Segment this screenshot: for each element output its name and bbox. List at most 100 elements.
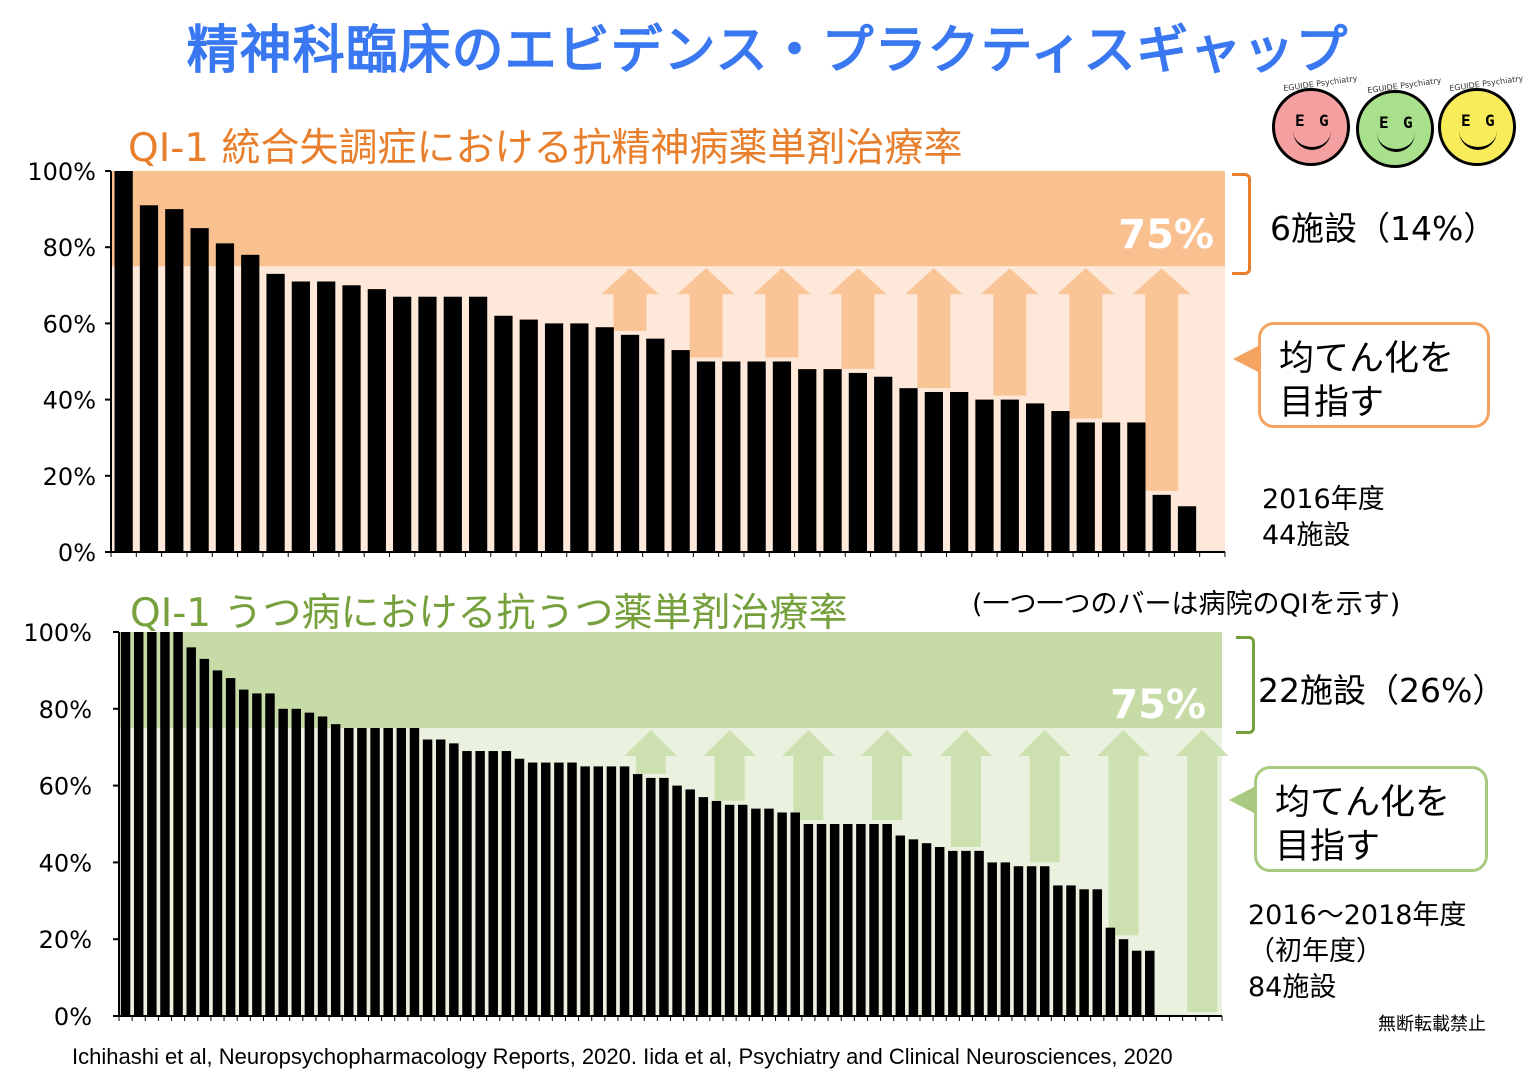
chart1-bar <box>519 319 538 552</box>
logo-letter-g: G <box>1485 111 1495 130</box>
chart2-callout-pointer <box>1229 786 1256 814</box>
chart2-years: 2016〜2018年度 <box>1248 900 1467 931</box>
chart2-bar <box>646 777 656 1016</box>
chart2-target-band <box>119 632 1222 728</box>
chart1-threshold-label: 75% <box>1118 212 1214 258</box>
chart2-bar <box>133 632 144 1016</box>
callout-line1: 均てん化を <box>1275 783 1451 823</box>
logo-letter-e: E <box>1295 111 1305 130</box>
up-arrow-icon <box>1018 730 1071 863</box>
chart2-bar <box>829 824 840 1016</box>
chart1-bar <box>1051 411 1070 552</box>
chart2-bar <box>1013 866 1024 1016</box>
chart2-bar <box>1066 885 1076 1016</box>
up-arrow-icon <box>601 268 659 331</box>
chart2-bar <box>843 824 853 1016</box>
chart2-bar <box>541 762 551 1016</box>
smile-icon <box>1377 133 1415 152</box>
chart2-bar <box>908 839 919 1016</box>
chart1-target-band <box>111 171 1225 267</box>
chart2-bar <box>199 658 210 1016</box>
chart2-bar <box>1131 950 1142 1016</box>
chart2-bar <box>1079 889 1089 1016</box>
up-arrow-icon <box>703 730 756 801</box>
eguide-logo-yellow: EGUIDE Psychiatry E G <box>1438 74 1524 166</box>
chart2-bar <box>580 766 590 1016</box>
up-arrow-icon <box>905 268 963 388</box>
chart2-bar <box>619 766 630 1016</box>
chart2-bar <box>435 739 446 1016</box>
chart2-bar <box>383 728 393 1016</box>
chart2-bar <box>1118 939 1129 1016</box>
chart2-bar <box>278 708 288 1016</box>
chart1-facility-count: 44施設 <box>1262 520 1351 551</box>
chart2-bar <box>934 847 945 1016</box>
chart1-bar <box>595 327 614 552</box>
up-arrow-icon <box>677 268 735 358</box>
logo-group: EGUIDE Psychiatry E G EGUIDE Psychiatry … <box>1272 74 1524 170</box>
chart2-bar <box>751 808 761 1016</box>
chart1-above-label: 6施設（14%） <box>1270 209 1497 248</box>
chart1-bar <box>975 399 994 552</box>
chart1-bar <box>823 369 842 552</box>
y-tick-label: 80% <box>39 696 92 724</box>
chart1-bar <box>468 296 488 552</box>
chart2-bar <box>711 800 722 1016</box>
chart2-bar <box>173 632 183 1016</box>
chart2-facility-count: 84施設 <box>1248 972 1337 1003</box>
citation-footer: Ichihashi et al, Neuropsychopharmacology… <box>72 1044 1173 1069</box>
chart1-year: 2016年度 <box>1262 484 1385 515</box>
chart2-bar <box>987 862 997 1016</box>
logo-letter-e: E <box>1461 111 1471 130</box>
chart1-callout-pointer <box>1233 345 1260 373</box>
chart2-bar <box>291 708 301 1016</box>
chart2-bar <box>409 728 420 1016</box>
chart1-bar <box>899 388 918 552</box>
chart2-info: 2016〜2018年度 （初年度） 84施設 <box>1248 898 1466 1006</box>
chart1-info: 2016年度 44施設 <box>1262 482 1385 554</box>
y-tick-label: 20% <box>43 463 96 491</box>
y-tick-label: 40% <box>39 849 92 877</box>
y-tick-label: 0% <box>54 1003 92 1031</box>
chart2-bar <box>449 743 459 1016</box>
chart2-above-label: 22施設（26%） <box>1258 671 1506 710</box>
chart2-bar <box>1026 866 1037 1016</box>
chart2-bar <box>488 751 498 1016</box>
eguide-logo-green: EGUIDE Psychiatry E G <box>1356 76 1442 168</box>
chart2-bar <box>1092 889 1102 1016</box>
smile-icon <box>1459 131 1497 150</box>
chart2-bar <box>869 824 879 1016</box>
chart2-bar <box>816 824 827 1016</box>
y-tick-label: 40% <box>43 387 96 415</box>
chart1-bar <box>291 281 311 552</box>
chart2-bar <box>659 777 669 1016</box>
chart1-bar <box>1127 422 1146 552</box>
chart2-bar <box>370 728 380 1016</box>
chart1-bar <box>798 369 817 552</box>
chart2-bar <box>475 751 485 1016</box>
chart1-bar <box>342 285 361 552</box>
chart1-bar <box>190 228 209 552</box>
chart2-bar <box>212 670 223 1016</box>
chart1-bar <box>1101 422 1121 552</box>
chart1-bar <box>139 205 159 553</box>
copyright-notice: 無断転載禁止 <box>1378 1014 1486 1035</box>
chart2-bar <box>1000 862 1011 1016</box>
chart1-title: QI-1 統合失調症における抗精神病薬単剤治療率 <box>128 126 963 171</box>
chart1-bar <box>772 361 792 552</box>
eguide-logo-pink: EGUIDE Psychiatry E G <box>1272 74 1358 166</box>
up-arrow-icon <box>829 268 887 369</box>
chart2-bar <box>1040 866 1050 1016</box>
chart1-bar <box>671 350 690 552</box>
chart1-bar <box>646 338 665 552</box>
up-arrow-icon <box>1056 268 1115 419</box>
chart1-bar <box>924 391 943 552</box>
chart1-bar <box>570 323 589 552</box>
chart2-bar <box>239 689 249 1016</box>
chart2-bar <box>764 808 774 1016</box>
logo-letter-g: G <box>1319 111 1329 130</box>
chart2-bar <box>948 850 958 1016</box>
chart2-bar <box>672 785 682 1016</box>
chart2-bar <box>685 789 695 1016</box>
